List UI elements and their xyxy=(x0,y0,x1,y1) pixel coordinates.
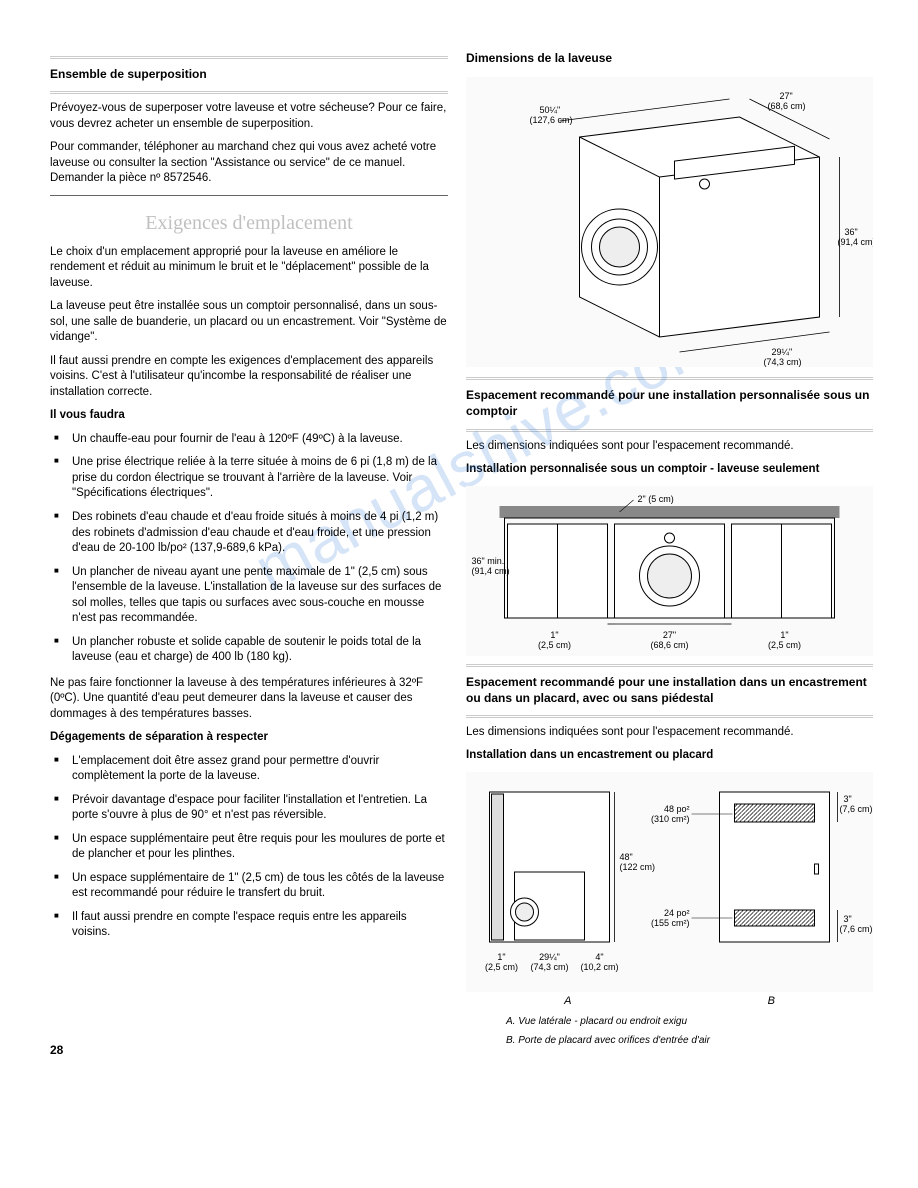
svg-text:(2,5 cm): (2,5 cm) xyxy=(485,962,518,972)
right-column: Dimensions de la laveuse xyxy=(466,50,873,1048)
list-item: Un espace supplémentaire peut être requi… xyxy=(50,832,448,863)
closet-diagram: 48" (122 cm) 1" (2,5 cm) 29¼" (74,3 cm) … xyxy=(466,772,873,992)
espacement-comptoir-subheading: Installation personnalisée sous un compt… xyxy=(466,462,873,478)
svg-text:36": 36" xyxy=(845,227,858,237)
exigences-heading: Exigences d'emplacement xyxy=(50,210,448,237)
svg-text:(10,2 cm): (10,2 cm) xyxy=(580,962,618,972)
svg-text:(74,3 cm): (74,3 cm) xyxy=(764,357,802,367)
degagements-list: L'emplacement doit être assez grand pour… xyxy=(50,754,448,941)
list-item: Prévoir davantage d'espace pour facilite… xyxy=(50,793,448,824)
list-item: L'emplacement doit être assez grand pour… xyxy=(50,754,448,785)
label-b: B xyxy=(768,994,775,1009)
exigences-p1: Le choix d'un emplacement approprié pour… xyxy=(50,245,448,292)
espacement-encastrement-p1: Les dimensions indiquées sont pour l'esp… xyxy=(466,725,873,741)
svg-text:2" (5 cm): 2" (5 cm) xyxy=(638,494,674,504)
svg-text:4": 4" xyxy=(595,952,603,962)
svg-text:(68,6 cm): (68,6 cm) xyxy=(650,640,688,650)
list-item: Un plancher robuste et solide capable de… xyxy=(50,635,448,666)
superposition-p2: Pour commander, téléphoner au marchand c… xyxy=(50,140,448,187)
svg-text:(122 cm): (122 cm) xyxy=(620,862,656,872)
espacement-comptoir-heading: Espacement recommandé pour une installat… xyxy=(466,387,873,422)
svg-text:24 po²: 24 po² xyxy=(664,908,690,918)
svg-text:(2,5 cm): (2,5 cm) xyxy=(768,640,801,650)
superposition-heading: Ensemble de superposition xyxy=(50,66,448,85)
faudra-heading: Il vous faudra xyxy=(50,408,448,424)
faudra-note: Ne pas faire fonctionner la laveuse à de… xyxy=(50,676,448,723)
svg-text:(7,6 cm): (7,6 cm) xyxy=(840,804,873,814)
svg-text:1": 1" xyxy=(497,952,505,962)
svg-text:48 po²: 48 po² xyxy=(664,804,690,814)
svg-text:(310 cm²): (310 cm²) xyxy=(651,814,690,824)
exigences-p3: Il faut aussi prendre en compte les exig… xyxy=(50,354,448,401)
list-item: Un espace supplémentaire de 1" (2,5 cm) … xyxy=(50,871,448,902)
svg-text:(155 cm²): (155 cm²) xyxy=(651,918,690,928)
espacement-encastrement-subheading: Installation dans un encastrement ou pla… xyxy=(466,748,873,764)
svg-text:(68,6 cm): (68,6 cm) xyxy=(768,101,806,111)
list-item: Un chauffe-eau pour fournir de l'eau à 1… xyxy=(50,432,448,448)
caption-b: B. Porte de placard avec orifices d'entr… xyxy=(506,1034,873,1048)
svg-text:(2,5 cm): (2,5 cm) xyxy=(538,640,571,650)
svg-text:(7,6 cm): (7,6 cm) xyxy=(840,924,873,934)
svg-text:48": 48" xyxy=(620,852,633,862)
svg-text:29¼": 29¼" xyxy=(539,952,560,962)
list-item: Un plancher de niveau ayant une pente ma… xyxy=(50,565,448,627)
svg-text:1": 1" xyxy=(550,630,558,640)
exigences-p2: La laveuse peut être installée sous un c… xyxy=(50,299,448,346)
list-item: Une prise électrique reliée à la terre s… xyxy=(50,455,448,502)
espacement-comptoir-p1: Les dimensions indiquées sont pour l'esp… xyxy=(466,439,873,455)
page-number: 28 xyxy=(50,1042,63,1058)
main-columns: Ensemble de superposition Prévoyez-vous … xyxy=(50,50,873,1048)
svg-text:27": 27" xyxy=(780,91,793,101)
label-a: A xyxy=(564,994,571,1009)
svg-text:1": 1" xyxy=(780,630,788,640)
svg-text:36" min.: 36" min. xyxy=(472,556,505,566)
espacement-encastrement-heading: Espacement recommandé pour une installat… xyxy=(466,674,873,709)
svg-text:(74,3 cm): (74,3 cm) xyxy=(530,962,568,972)
left-column: Ensemble de superposition Prévoyez-vous … xyxy=(50,50,448,1048)
undercounter-diagram: 2" (5 cm) 36" min. (91,4 cm) 1" (2,5 cm)… xyxy=(466,486,873,656)
svg-text:3": 3" xyxy=(844,794,852,804)
superposition-p1: Prévoyez-vous de superposer votre laveus… xyxy=(50,101,448,132)
washer-dimensions-diagram: 50¼" (127,6 cm) 27" (68,6 cm) 36" (91,4 … xyxy=(466,77,873,367)
list-item: Il faut aussi prendre en compte l'espace… xyxy=(50,910,448,941)
svg-text:(127,6 cm): (127,6 cm) xyxy=(530,115,573,125)
svg-text:3": 3" xyxy=(844,914,852,924)
ab-labels: A B xyxy=(466,994,873,1009)
svg-text:(91,4 cm): (91,4 cm) xyxy=(838,237,874,247)
list-item: Des robinets d'eau chaude et d'eau froid… xyxy=(50,510,448,557)
caption-a: A. Vue latérale - placard ou endroit exi… xyxy=(506,1015,873,1029)
faudra-list: Un chauffe-eau pour fournir de l'eau à 1… xyxy=(50,432,448,666)
dimensions-heading: Dimensions de la laveuse xyxy=(466,50,873,69)
svg-text:50¼": 50¼" xyxy=(540,105,561,115)
svg-text:27": 27" xyxy=(663,630,676,640)
degagements-heading: Dégagements de séparation à respecter xyxy=(50,730,448,746)
svg-text:29¼": 29¼" xyxy=(772,347,793,357)
svg-text:(91,4 cm): (91,4 cm) xyxy=(472,566,510,576)
